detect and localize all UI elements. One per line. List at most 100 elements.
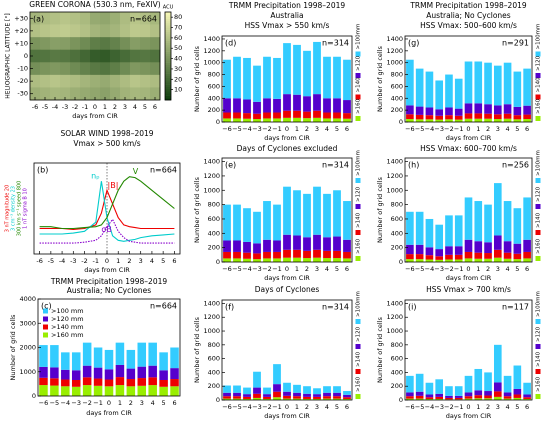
bar-segment (474, 118, 483, 122)
bar-segment (513, 394, 522, 398)
heat-cell (30, 37, 41, 51)
x-tick-label: 1 (295, 265, 299, 273)
y-tick-label: 0 (399, 118, 403, 126)
bar-segment (293, 235, 301, 250)
bar-segment (126, 368, 136, 380)
y-tick-label: +10 (14, 39, 28, 47)
y-tick-label: 800 (208, 201, 220, 209)
legend-label: >140 (536, 212, 542, 228)
bar-segment (523, 251, 531, 259)
legend-label: >160 mm (51, 331, 84, 339)
bar-segment (223, 204, 231, 241)
bar-segment (343, 251, 351, 259)
x-tick-label: 1 (295, 403, 299, 411)
bar-segment (253, 253, 261, 260)
bar-segment (415, 373, 424, 392)
series-label: σB (101, 225, 112, 234)
bar-segment (293, 94, 301, 111)
x-tick-label: 0 (107, 399, 111, 407)
bar-segment (243, 99, 251, 114)
bar-segment (474, 398, 483, 400)
plot-frame (221, 299, 353, 401)
bar-segment (484, 258, 492, 262)
bar-segment (170, 368, 179, 380)
x-tick-label: 1 (116, 257, 120, 265)
y-tick-label: 1000 (386, 327, 403, 335)
legend-label: >160 (356, 238, 362, 254)
bar-segment (493, 105, 502, 115)
bar-segment (253, 211, 261, 244)
bar-segment (223, 240, 231, 252)
bar-segment (503, 113, 512, 119)
bar-segment (425, 382, 434, 395)
bar-segment (273, 204, 281, 241)
legend-swatch (535, 256, 541, 261)
bar-segment (233, 392, 241, 397)
bar-segment (454, 108, 463, 116)
bar-segment (50, 345, 59, 368)
legend-label: >120 mm (51, 315, 84, 323)
bar-segment (233, 396, 241, 399)
x-axis-label: days from CIR (446, 412, 492, 420)
bar-segment (313, 249, 321, 258)
bar-segment (104, 386, 114, 396)
x-tick-label: −3 (252, 403, 262, 411)
bar-segment (303, 250, 311, 259)
bar-segment (93, 378, 103, 386)
y-tick-label: 600 (391, 355, 403, 363)
bar-segment (493, 382, 502, 392)
legend-swatch (535, 73, 541, 78)
bar-segment (503, 392, 512, 397)
colorbar-segment (165, 84, 171, 88)
bar-segment (263, 118, 271, 122)
y-axis-label: Number of grid cells (193, 45, 201, 111)
heat-cell (80, 49, 91, 63)
x-tick-label: 3 (140, 399, 144, 407)
colorbar-segment (165, 12, 171, 15)
x-tick-label: 6 (153, 103, 157, 111)
bar-segment (243, 387, 251, 395)
bar-segment (39, 377, 48, 386)
colorbar-segment (165, 93, 171, 96)
colorbar-tick-label: 70 (174, 24, 182, 32)
heat-cell (130, 87, 141, 101)
bar-segment (415, 395, 424, 399)
bar-segment (126, 386, 136, 396)
bar-segment (263, 251, 271, 259)
bar-segment (71, 370, 81, 380)
heat-cell (110, 49, 121, 63)
bar-segment (82, 377, 92, 386)
x-tick-label: 6 (345, 125, 349, 133)
bar-segment (82, 385, 92, 396)
x-axis-label: days from CIR (264, 412, 310, 420)
legend-label: >140 (356, 212, 362, 228)
x-tick-label: 6 (345, 265, 349, 273)
x-tick-label: 4 (506, 265, 510, 273)
bar-segment (484, 253, 492, 259)
x-tick-label: −1 (454, 125, 464, 133)
heat-cell (80, 37, 91, 51)
x-tick-label: −3 (71, 399, 81, 407)
colorbar-segment (165, 67, 171, 70)
bar-segment (323, 392, 331, 397)
y-tick-label: 1200 (203, 47, 220, 55)
x-axis-label: days from CIR (446, 274, 492, 282)
bar-segment (425, 259, 434, 262)
colorbar-segment (165, 18, 171, 22)
y-tick-label: 0 (24, 52, 28, 60)
bar-segment (159, 352, 168, 371)
bar-segment (454, 246, 463, 255)
bar-segment (333, 112, 341, 119)
bar-segment (313, 234, 321, 250)
bar-segment (454, 78, 463, 109)
bar-segment (313, 388, 321, 395)
legend-label: >140 (356, 351, 362, 367)
bar-segment (313, 117, 321, 122)
legend-swatch (355, 230, 361, 235)
x-tick-label: −2 (82, 399, 92, 407)
heat-cell (150, 24, 161, 38)
panel-title: HSS Vmax: 500–600 km/s (420, 21, 517, 30)
legend-swatch (355, 394, 361, 399)
bar-segment (415, 106, 424, 115)
colorbar-segment (165, 89, 171, 92)
